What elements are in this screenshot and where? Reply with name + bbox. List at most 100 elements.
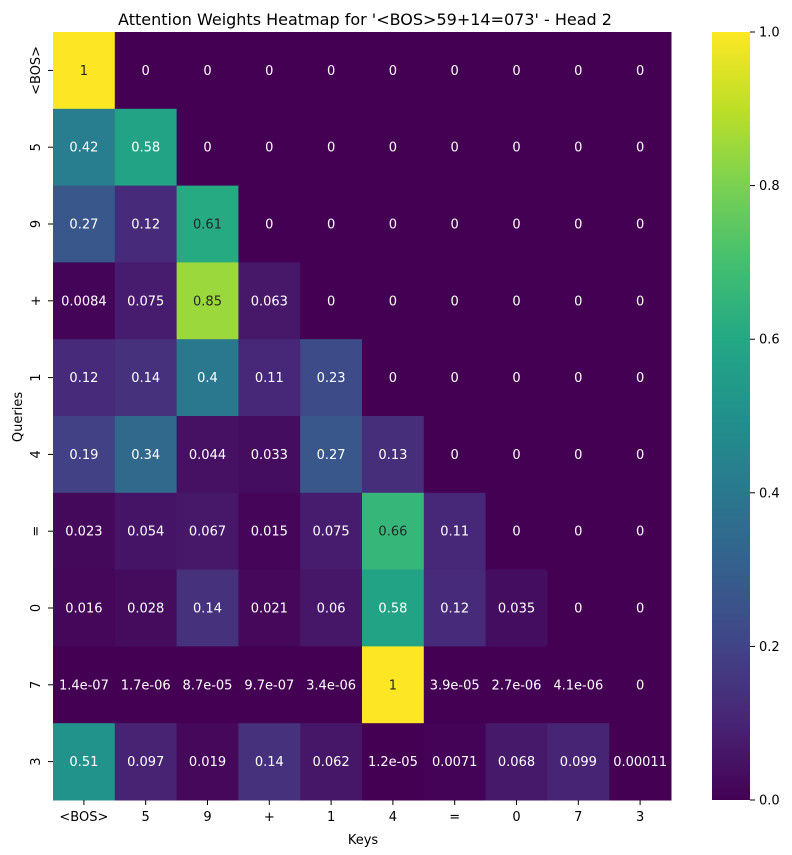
cell-annotations: 1 0 0 0 0 0 0 0 0 0 0.42 0.58 0 0 0 0 0 0 0 0 0.27 0.12 0.61 0 0… (59, 64, 667, 770)
heatmap-cell (53, 262, 116, 340)
heatmap-cell (300, 339, 363, 417)
heatmap-cell (609, 108, 672, 187)
cell-value-label: 0.14 (131, 371, 160, 386)
heatmap-cell (485, 492, 548, 571)
cell-value-label: 0.34 (131, 448, 160, 463)
heatmap-cell (300, 646, 363, 724)
cell-value-label: 0 (451, 371, 459, 386)
cell-value-label: 0 (451, 448, 459, 463)
y-tick-label: + (29, 295, 44, 306)
cell-value-label: 0 (265, 64, 273, 79)
x-tick-label: = (449, 810, 460, 825)
cell-value-label: 0.075 (312, 525, 349, 540)
heatmap-cell (176, 646, 239, 724)
y-tick-label: 7 (29, 681, 44, 689)
cell-value-label: 0 (512, 218, 520, 233)
cell-value-label: 0.035 (498, 602, 535, 617)
cell-value-label: 0 (512, 525, 520, 540)
heatmap-cell (423, 185, 487, 263)
cell-value-label: 0.12 (69, 371, 98, 386)
heatmap-cell (547, 569, 610, 647)
heatmap-cell (238, 32, 301, 110)
heatmap-cell (485, 646, 548, 724)
cell-value-label: 1.4e-07 (59, 678, 109, 693)
cell-value-label: 3.4e-06 (306, 678, 356, 693)
cell-value-label: 0 (636, 64, 644, 79)
heatmap-cell (547, 108, 610, 187)
cell-value-label: 0.11 (255, 371, 284, 386)
cell-value-label: 8.7e-05 (183, 678, 233, 693)
cell-value-label: 0 (142, 64, 150, 79)
cell-value-label: 0.063 (251, 294, 288, 309)
colorbar-tick-label: 0.4 (759, 486, 780, 501)
heatmap-cell (362, 569, 425, 647)
heatmap-cell (176, 185, 239, 263)
heatmap-cell (300, 32, 363, 110)
heatmap-cell (114, 416, 178, 494)
cell-value-label: 0 (512, 64, 520, 79)
cell-value-label: 0.0084 (61, 294, 107, 309)
heatmap-cell (609, 569, 672, 647)
heatmap-cell (238, 339, 301, 417)
heatmap-cell (114, 492, 178, 571)
cell-value-label: 0.097 (127, 755, 164, 770)
x-tick-label: 5 (142, 810, 150, 825)
cell-value-label: 0 (636, 218, 644, 233)
x-tick-label: + (264, 810, 275, 825)
heatmap-cell (300, 416, 363, 494)
cell-value-label: 0 (327, 141, 335, 156)
heatmap-cell (300, 108, 363, 187)
heatmap-cell (114, 646, 178, 724)
cell-value-label: 0.015 (251, 525, 288, 540)
heatmap-cell (362, 646, 425, 724)
cell-value-label: 0.044 (189, 448, 226, 463)
heatmap-cell (53, 185, 116, 263)
y-tick-label: = (29, 526, 44, 537)
heatmap-cell (609, 339, 672, 417)
heatmap-cell (547, 723, 610, 801)
heatmap-cell (485, 185, 548, 263)
cell-value-label: 0.27 (317, 448, 346, 463)
heatmap-cell (423, 569, 487, 647)
colorbar-tick-label: 0.2 (759, 640, 780, 655)
heatmap-cell (114, 569, 178, 647)
cell-value-label: 0 (636, 678, 644, 693)
y-tick-label: 1 (29, 373, 44, 381)
cell-value-label: 0 (574, 218, 582, 233)
cell-value-label: 0 (389, 64, 397, 79)
heatmap-cell (485, 32, 548, 110)
heatmap-cell (238, 492, 301, 571)
heatmap-cell (53, 339, 116, 417)
heatmap-cell (609, 262, 672, 340)
heatmap-cell (53, 723, 116, 801)
heatmap-cell (300, 185, 363, 263)
cell-value-label: 0.23 (317, 371, 346, 386)
cell-value-label: 9.7e-07 (244, 678, 294, 693)
heatmap-cell (114, 185, 178, 263)
heatmap-cell (362, 492, 425, 571)
heatmap-cell (423, 723, 487, 801)
cell-value-label: 0 (574, 448, 582, 463)
heatmap-cell (362, 262, 425, 340)
heatmap-cell (114, 32, 178, 110)
heatmap-cell (114, 108, 178, 187)
cell-value-label: 1.7e-06 (121, 678, 171, 693)
cell-value-label: 0 (636, 141, 644, 156)
cell-value-label: 0.068 (498, 755, 535, 770)
cell-value-label: 0.028 (127, 602, 164, 617)
cell-value-label: 0.58 (131, 141, 160, 156)
cell-value-label: 0.067 (189, 525, 226, 540)
x-tick-label: 4 (389, 810, 397, 825)
heatmap-cell (114, 262, 178, 340)
heatmap-cell (609, 723, 672, 801)
heatmap-cell (362, 185, 425, 263)
cell-value-label: 0.033 (251, 448, 288, 463)
heatmap-cell (423, 108, 487, 187)
cell-value-label: 0 (327, 64, 335, 79)
cell-value-label: 0 (574, 525, 582, 540)
heatmap-cell (53, 569, 116, 647)
heatmap-cell (362, 108, 425, 187)
y-tick-label: 3 (29, 757, 44, 765)
x-tick-label: 7 (574, 810, 582, 825)
x-axis-label: Keys (348, 833, 379, 848)
